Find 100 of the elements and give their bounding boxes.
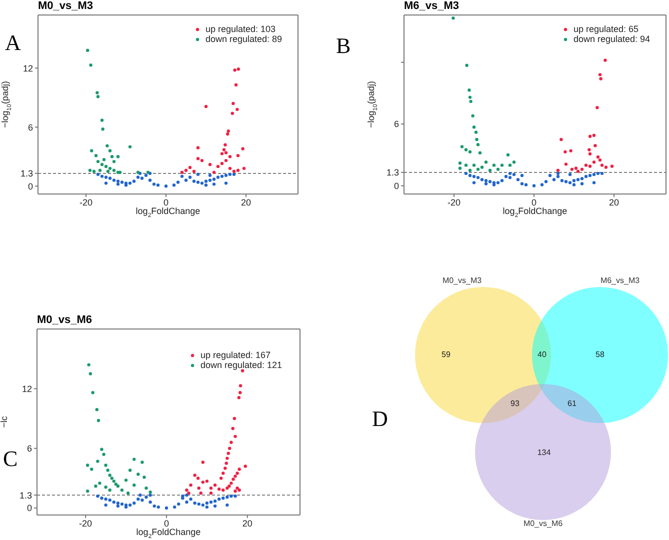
point	[476, 143, 480, 146]
point	[94, 154, 98, 158]
point	[220, 152, 224, 156]
point	[238, 384, 242, 388]
point	[100, 174, 104, 178]
point	[126, 492, 130, 495]
point	[236, 108, 239, 112]
x-tick-label: 0	[163, 197, 169, 208]
point	[91, 391, 94, 394]
point	[106, 468, 110, 472]
point	[237, 396, 241, 400]
legend-label: down regulated: 94	[573, 34, 650, 44]
text: M6_vs_M3	[600, 276, 640, 285]
point	[92, 170, 96, 173]
point	[128, 182, 132, 185]
point	[468, 96, 472, 99]
point	[204, 184, 208, 187]
point	[114, 482, 118, 486]
point	[213, 499, 217, 503]
point	[475, 138, 478, 142]
point	[564, 150, 567, 154]
point	[492, 164, 496, 167]
point	[172, 184, 176, 187]
point	[188, 176, 192, 179]
point	[478, 151, 482, 154]
point	[238, 488, 241, 492]
point	[132, 501, 136, 505]
point	[116, 155, 120, 158]
point	[184, 178, 188, 182]
point	[152, 182, 156, 186]
point	[500, 179, 504, 182]
y-tick-label: 0	[28, 181, 33, 192]
point	[464, 148, 468, 152]
point	[144, 174, 148, 177]
point	[112, 500, 116, 504]
point	[594, 144, 597, 148]
point	[496, 181, 500, 184]
point	[164, 184, 168, 188]
point	[196, 476, 200, 480]
point	[148, 490, 152, 494]
point	[474, 130, 478, 134]
point	[108, 488, 112, 492]
point	[241, 147, 244, 150]
point	[610, 164, 614, 168]
point	[199, 492, 202, 495]
point	[86, 48, 90, 52]
point	[222, 496, 225, 500]
point	[230, 494, 233, 498]
point	[96, 91, 99, 94]
point	[548, 174, 552, 178]
point	[484, 179, 488, 182]
point	[588, 174, 592, 178]
x-axis-title: log$_{2}$FoldChange	[136, 206, 200, 219]
point	[96, 494, 100, 498]
point	[120, 502, 124, 506]
point	[100, 448, 104, 451]
point	[108, 166, 112, 170]
point	[189, 484, 192, 487]
point	[205, 501, 209, 505]
point	[100, 118, 104, 122]
point	[128, 145, 132, 148]
point	[104, 464, 108, 467]
point	[476, 168, 480, 171]
point	[520, 182, 524, 186]
point	[108, 498, 112, 502]
point	[236, 472, 239, 475]
point	[224, 462, 228, 465]
point	[89, 64, 92, 67]
point	[506, 153, 510, 157]
point	[205, 505, 209, 509]
point	[220, 162, 224, 166]
point	[236, 168, 240, 172]
point	[599, 77, 602, 80]
y-axis-title: −lc	[0, 416, 9, 428]
point	[96, 95, 100, 98]
point	[580, 176, 584, 180]
point	[192, 180, 196, 183]
point	[220, 476, 223, 480]
y-tick-label: 1.3	[19, 490, 32, 500]
point	[116, 182, 120, 186]
point	[128, 468, 132, 472]
point	[94, 484, 98, 488]
point	[231, 426, 234, 430]
point	[120, 180, 124, 184]
data-label: 134	[537, 448, 552, 457]
point	[226, 129, 230, 133]
point	[140, 176, 144, 180]
y-tick-label: 0	[26, 503, 32, 514]
point	[564, 180, 568, 184]
point	[508, 176, 512, 180]
point	[100, 496, 104, 500]
point	[592, 181, 596, 184]
point	[556, 174, 560, 178]
point	[226, 452, 230, 455]
point	[201, 503, 204, 507]
point	[144, 486, 148, 490]
point	[106, 144, 109, 148]
point	[228, 166, 232, 170]
point	[574, 166, 578, 170]
point	[570, 168, 574, 171]
